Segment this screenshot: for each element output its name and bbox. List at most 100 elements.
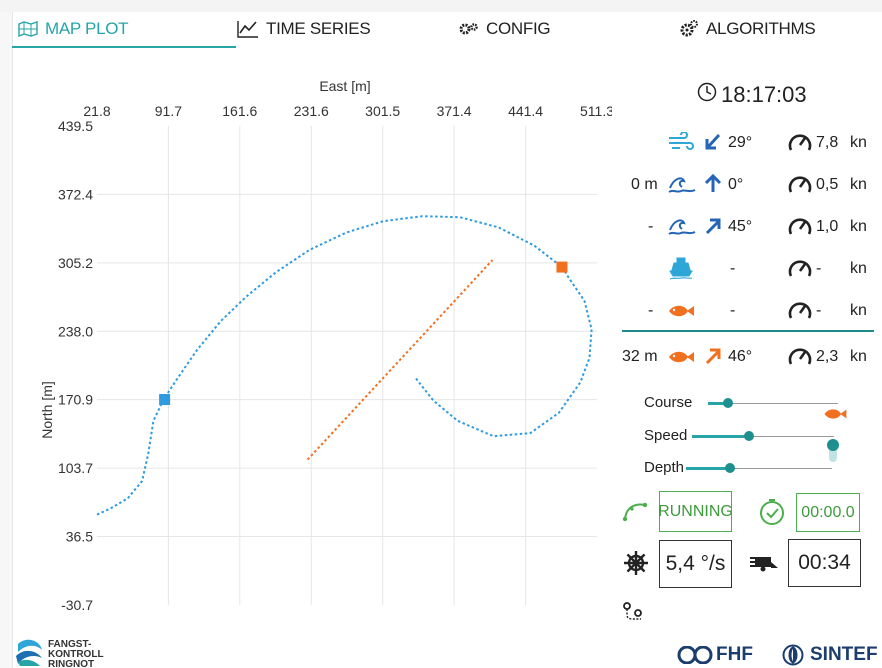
depth-knob[interactable] [724, 463, 735, 473]
fhf-logo-mark [677, 646, 713, 664]
y-axis-label: North [m] [39, 381, 55, 439]
stopwatch-timer[interactable]: 00:00.0 [796, 493, 860, 532]
speed-knob[interactable] [743, 431, 754, 441]
fish-depth: - [648, 302, 654, 319]
ship-icon [668, 256, 694, 285]
cog-settings-icon [679, 20, 699, 38]
vessel-row: - - kn [612, 254, 882, 284]
stopwatch-icon [758, 498, 786, 531]
fish-target-row: 32 m 46° 2,3 kn [612, 342, 882, 372]
toggle-switch[interactable] [826, 438, 840, 469]
tab-map-plot[interactable]: MAP PLOT [12, 12, 236, 48]
tab-algorithms[interactable]: ALGORITHMS [679, 12, 816, 46]
speed-gauge-icon [787, 172, 813, 201]
fish-direction: - [730, 302, 736, 319]
tab-config[interactable]: CONFIG [459, 12, 551, 46]
course-knob[interactable] [722, 398, 733, 408]
speed-gauge-icon [787, 298, 813, 327]
fhf-logo: FHF [676, 644, 753, 666]
deep-current-row: - 45° 1,0 kn [612, 212, 882, 242]
x-tick-label: 161.6 [222, 103, 257, 119]
logo-line-2: KONTROLL [48, 649, 104, 660]
map-icon [18, 21, 38, 37]
wind-icon [668, 131, 694, 157]
depth-fill [686, 467, 730, 470]
route-points-icon[interactable] [623, 601, 643, 626]
sintef-logo-mark [782, 644, 804, 666]
sintef-logo: SINTEF [782, 644, 878, 666]
vessel-direction: - [730, 260, 736, 277]
fish-icon [667, 349, 695, 370]
surface-current-depth: 0 m [631, 176, 658, 193]
clock-icon [697, 82, 717, 108]
running-status-button[interactable]: RUNNING [658, 491, 733, 532]
fish-target-speed: 2,3 [816, 348, 839, 365]
x-tick-label: 371.4 [437, 103, 472, 119]
map-plot[interactable]: East [m] North [m] 21.8 91.7 161.6 231.6 301… [12, 60, 614, 620]
fhf-text: FHF [716, 644, 753, 665]
countdown-display: 00:34 [788, 539, 861, 587]
window-top-strip [0, 0, 882, 12]
route-curve-icon [622, 500, 648, 527]
y-tick-label: -30.7 [61, 597, 93, 613]
y-tick-label: 372.4 [58, 186, 93, 202]
fish-icon [667, 303, 695, 324]
x-axis-label: East [m] [319, 78, 370, 94]
left-edge-strip [0, 12, 13, 668]
line-chart-icon [237, 20, 259, 38]
x-tick-label: 301.5 [365, 103, 400, 119]
speed-gauge-icon [787, 214, 813, 243]
current-direction-arrow-icon [704, 173, 722, 199]
wind-speed-unit: kn [850, 134, 867, 151]
tab-time-series[interactable]: TIME SERIES [237, 12, 371, 46]
deep-current-direction: 45° [728, 218, 753, 235]
tab-map-plot-label: MAP PLOT [45, 19, 129, 38]
wind-speed: 7,8 [816, 134, 839, 151]
logo-line-1: FANGST- [48, 639, 92, 650]
wind-row: 29° 7,8 kn [612, 128, 882, 158]
status-panel: 18:17:03 29° 7,8 kn 0 m 0° 0,5 kn - [612, 60, 882, 668]
deep-current-speed: 1,0 [816, 218, 839, 235]
vessel-speed-unit: kn [850, 260, 867, 277]
deep-current-depth: - [648, 218, 654, 235]
tab-algorithms-label: ALGORITHMS [706, 19, 816, 38]
y-tick-label: 439.5 [58, 118, 93, 134]
clock: 18:17:03 [697, 82, 807, 108]
speed-slider[interactable]: Speed [642, 425, 834, 447]
fish-icon [822, 407, 848, 426]
tab-config-label: CONFIG [486, 19, 551, 38]
tab-time-series-label: TIME SERIES [266, 19, 371, 38]
wind-direction-arrow-icon [704, 132, 722, 157]
fish-speed: - [816, 302, 822, 319]
surface-current-row: 0 m 0° 0,5 kn [612, 170, 882, 200]
winch-icon [749, 554, 779, 577]
fish-target-depth: 32 m [622, 348, 658, 365]
fish-speed-unit: kn [850, 302, 867, 319]
deep-current-direction-arrow-icon [704, 216, 722, 241]
deep-current-unit: kn [850, 218, 867, 235]
surface-current-unit: kn [850, 176, 867, 193]
depth-label: Depth [644, 459, 685, 476]
fish-target-unit: kn [850, 348, 867, 365]
fangstkontroll-logo: FANGST- KONTROLL RINGNOT [12, 636, 132, 668]
x-tick-label: 231.6 [294, 103, 329, 119]
fangstkontroll-logo-mark [16, 639, 42, 666]
speed-track[interactable] [692, 436, 834, 437]
y-tick-label: 238.0 [58, 323, 93, 339]
depth-track[interactable] [686, 468, 832, 469]
course-track[interactable] [708, 403, 838, 404]
speed-fill [692, 435, 749, 438]
x-tick-label: 511.3 [580, 103, 612, 119]
map-plot-svg: East [m] North [m] 21.8 91.7 161.6 231.6 301… [39, 78, 614, 613]
speed-label: Speed [644, 427, 688, 444]
surface-current-speed: 0,5 [816, 176, 839, 193]
y-tick-label: 36.5 [66, 529, 93, 545]
helm-icon [623, 550, 649, 581]
wave-icon [668, 216, 696, 241]
x-tick-label: 91.7 [155, 103, 182, 119]
depth-slider[interactable]: Depth [642, 457, 832, 479]
wind-direction: 29° [728, 134, 753, 151]
speed-gauge-icon [787, 344, 813, 373]
course-slider[interactable]: Course [642, 392, 838, 414]
vessel-position-marker [159, 394, 171, 406]
